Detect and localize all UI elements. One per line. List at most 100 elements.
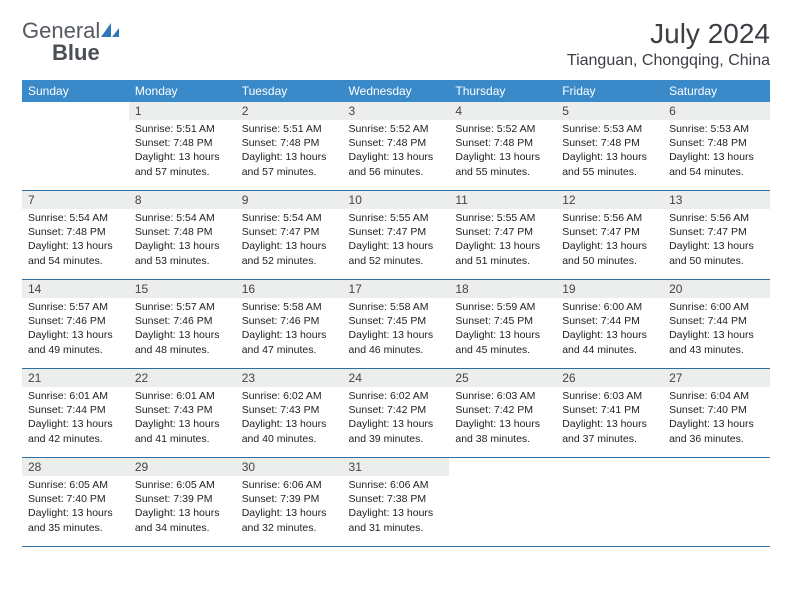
sunrise-line: Sunrise: 5:51 AM [242, 122, 337, 136]
logo: General Blue [22, 18, 120, 70]
daylight-line: Daylight: 13 hours and 32 minutes. [242, 506, 337, 534]
day-details: Sunrise: 6:06 AMSunset: 7:38 PMDaylight:… [343, 476, 450, 539]
day-number: 2 [236, 102, 343, 120]
day-cell-17: 17Sunrise: 5:58 AMSunset: 7:45 PMDayligh… [343, 280, 450, 369]
sunset-line: Sunset: 7:48 PM [135, 136, 230, 150]
day-cell-5: 5Sunrise: 5:53 AMSunset: 7:48 PMDaylight… [556, 102, 663, 191]
sunrise-line: Sunrise: 5:58 AM [349, 300, 444, 314]
day-details: Sunrise: 5:54 AMSunset: 7:48 PMDaylight:… [22, 209, 129, 272]
day-cell-empty [22, 102, 129, 191]
day-details: Sunrise: 5:55 AMSunset: 7:47 PMDaylight:… [343, 209, 450, 272]
sunset-line: Sunset: 7:46 PM [28, 314, 123, 328]
sunrise-line: Sunrise: 6:03 AM [562, 389, 657, 403]
sunrise-line: Sunrise: 6:05 AM [28, 478, 123, 492]
day-details: Sunrise: 5:55 AMSunset: 7:47 PMDaylight:… [449, 209, 556, 272]
day-details: Sunrise: 6:02 AMSunset: 7:43 PMDaylight:… [236, 387, 343, 450]
daylight-line: Daylight: 13 hours and 40 minutes. [242, 417, 337, 445]
daylight-line: Daylight: 13 hours and 42 minutes. [28, 417, 123, 445]
daylight-line: Daylight: 13 hours and 54 minutes. [669, 150, 764, 178]
weekday-thursday: Thursday [449, 80, 556, 102]
sunset-line: Sunset: 7:39 PM [242, 492, 337, 506]
day-cell-10: 10Sunrise: 5:55 AMSunset: 7:47 PMDayligh… [343, 191, 450, 280]
day-number: 16 [236, 280, 343, 298]
calendar-body: 1Sunrise: 5:51 AMSunset: 7:48 PMDaylight… [22, 102, 770, 547]
day-cell-12: 12Sunrise: 5:56 AMSunset: 7:47 PMDayligh… [556, 191, 663, 280]
sunrise-line: Sunrise: 6:02 AM [349, 389, 444, 403]
sunset-line: Sunset: 7:47 PM [669, 225, 764, 239]
sunset-line: Sunset: 7:43 PM [242, 403, 337, 417]
sunset-line: Sunset: 7:40 PM [669, 403, 764, 417]
day-number: 3 [343, 102, 450, 120]
day-cell-28: 28 Sunrise: 6:05 AMSunset: 7:40 PMDayligh… [22, 458, 129, 547]
day-details: Sunrise: 6:05 AMSunset: 7:39 PMDaylight:… [129, 476, 236, 539]
calendar-week-row: 14Sunrise: 5:57 AMSunset: 7:46 PMDayligh… [22, 280, 770, 369]
daylight-line: Daylight: 13 hours and 47 minutes. [242, 328, 337, 356]
sunset-line: Sunset: 7:45 PM [349, 314, 444, 328]
day-details: Sunrise: 5:57 AMSunset: 7:46 PMDaylight:… [129, 298, 236, 361]
day-details: Sunrise: 5:58 AMSunset: 7:46 PMDaylight:… [236, 298, 343, 361]
sunrise-line: Sunrise: 6:00 AM [562, 300, 657, 314]
sunset-line: Sunset: 7:41 PM [562, 403, 657, 417]
daylight-line: Daylight: 13 hours and 52 minutes. [349, 239, 444, 267]
weekday-header-row: SundayMondayTuesdayWednesdayThursdayFrid… [22, 80, 770, 102]
sunset-line: Sunset: 7:48 PM [349, 136, 444, 150]
daylight-line: Daylight: 13 hours and 31 minutes. [349, 506, 444, 534]
sunrise-line: Sunrise: 6:05 AM [135, 478, 230, 492]
sunset-line: Sunset: 7:47 PM [562, 225, 657, 239]
logo-sail-icon [100, 18, 120, 44]
sunrise-line: Sunrise: 5:55 AM [455, 211, 550, 225]
weekday-sunday: Sunday [22, 80, 129, 102]
day-details: Sunrise: 5:58 AMSunset: 7:45 PMDaylight:… [343, 298, 450, 361]
day-number: 20 [663, 280, 770, 298]
day-cell-27: 27Sunrise: 6:04 AMSunset: 7:40 PMDayligh… [663, 369, 770, 458]
sunset-line: Sunset: 7:44 PM [562, 314, 657, 328]
sunset-line: Sunset: 7:44 PM [28, 403, 123, 417]
day-number: 8 [129, 191, 236, 209]
day-cell-29: 29Sunrise: 6:05 AMSunset: 7:39 PMDayligh… [129, 458, 236, 547]
daylight-line: Daylight: 13 hours and 44 minutes. [562, 328, 657, 356]
month-title: July 2024 [567, 18, 770, 50]
sunset-line: Sunset: 7:40 PM [28, 492, 123, 506]
sunset-line: Sunset: 7:48 PM [135, 225, 230, 239]
calendar-week-row: 7Sunrise: 5:54 AMSunset: 7:48 PMDaylight… [22, 191, 770, 280]
sunset-line: Sunset: 7:46 PM [135, 314, 230, 328]
day-details: Sunrise: 6:02 AMSunset: 7:42 PMDaylight:… [343, 387, 450, 450]
day-details: Sunrise: 5:59 AMSunset: 7:45 PMDaylight:… [449, 298, 556, 361]
sunrise-line: Sunrise: 5:52 AM [349, 122, 444, 136]
day-cell-2: 2Sunrise: 5:51 AMSunset: 7:48 PMDaylight… [236, 102, 343, 191]
day-number: 9 [236, 191, 343, 209]
daylight-line: Daylight: 13 hours and 49 minutes. [28, 328, 123, 356]
sunrise-line: Sunrise: 6:06 AM [242, 478, 337, 492]
title-block: July 2024 Tianguan, Chongqing, China [567, 18, 770, 70]
day-number: 22 [129, 369, 236, 387]
daylight-line: Daylight: 13 hours and 50 minutes. [669, 239, 764, 267]
daylight-line: Daylight: 13 hours and 53 minutes. [135, 239, 230, 267]
sunrise-line: Sunrise: 5:52 AM [455, 122, 550, 136]
sunset-line: Sunset: 7:42 PM [455, 403, 550, 417]
day-number: 29 [129, 458, 236, 476]
day-details: Sunrise: 6:03 AMSunset: 7:41 PMDaylight:… [556, 387, 663, 450]
day-number: 6 [663, 102, 770, 120]
day-details: Sunrise: 5:57 AMSunset: 7:46 PMDaylight:… [22, 298, 129, 361]
day-cell-19: 19 Sunrise: 6:00 AMSunset: 7:44 PMDayligh… [556, 280, 663, 369]
day-details: Sunrise: 5:52 AMSunset: 7:48 PMDaylight:… [449, 120, 556, 183]
daylight-line: Daylight: 13 hours and 51 minutes. [455, 239, 550, 267]
weekday-wednesday: Wednesday [343, 80, 450, 102]
day-cell-18: 18Sunrise: 5:59 AMSunset: 7:45 PMDayligh… [449, 280, 556, 369]
sunrise-line: Sunrise: 5:58 AM [242, 300, 337, 314]
daylight-line: Daylight: 13 hours and 39 minutes. [349, 417, 444, 445]
day-number: 4 [449, 102, 556, 120]
day-number: 28 [22, 458, 129, 476]
day-cell-22: 22Sunrise: 6:01 AMSunset: 7:43 PMDayligh… [129, 369, 236, 458]
sunrise-line: Sunrise: 5:56 AM [562, 211, 657, 225]
daylight-line: Daylight: 13 hours and 38 minutes. [455, 417, 550, 445]
daylight-line: Daylight: 13 hours and 35 minutes. [28, 506, 123, 534]
day-details: Sunrise: 6:04 AMSunset: 7:40 PMDaylight:… [663, 387, 770, 450]
sunrise-line: Sunrise: 5:59 AM [455, 300, 550, 314]
day-number: 19 [556, 280, 663, 298]
day-number: 26 [556, 369, 663, 387]
day-number: 12 [556, 191, 663, 209]
day-details: Sunrise: 5:51 AMSunset: 7:48 PMDaylight:… [236, 120, 343, 183]
daylight-line: Daylight: 13 hours and 52 minutes. [242, 239, 337, 267]
day-cell-empty [449, 458, 556, 547]
